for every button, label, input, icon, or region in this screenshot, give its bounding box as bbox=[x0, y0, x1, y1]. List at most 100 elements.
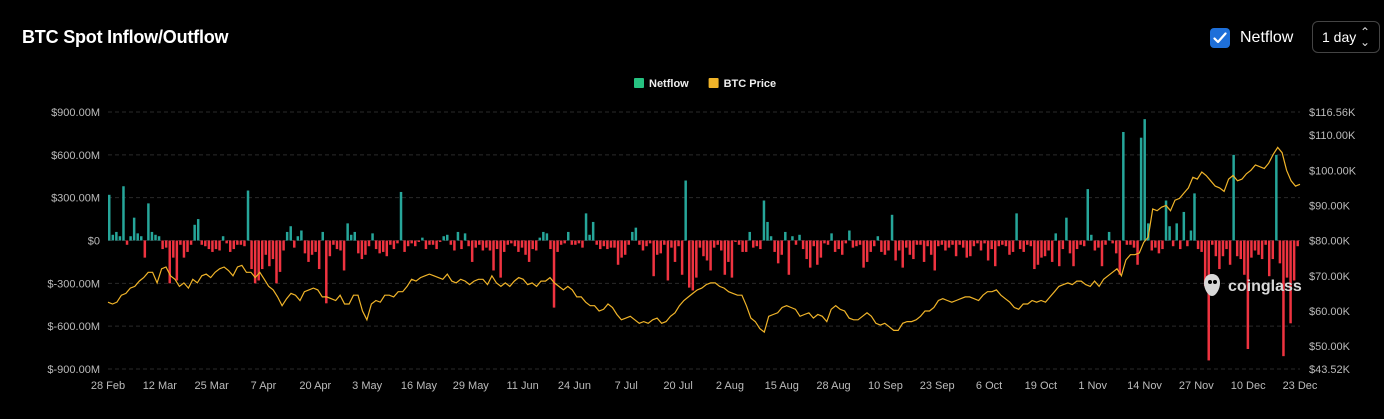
netflow-bar[interactable] bbox=[741, 240, 744, 252]
netflow-bar[interactable] bbox=[819, 240, 823, 258]
netflow-bar[interactable] bbox=[1040, 240, 1043, 258]
netflow-bar[interactable] bbox=[481, 240, 485, 251]
netflow-bar[interactable] bbox=[940, 240, 944, 245]
netflow-bar[interactable] bbox=[1075, 240, 1079, 250]
netflow-bar[interactable] bbox=[1207, 240, 1210, 361]
netflow-bar[interactable] bbox=[342, 240, 346, 271]
netflow-bar[interactable] bbox=[552, 240, 556, 308]
netflow-bar[interactable] bbox=[1282, 240, 1285, 357]
netflow-bar[interactable] bbox=[915, 240, 919, 245]
netflow-bar[interactable] bbox=[1285, 240, 1289, 278]
netflow-bar[interactable] bbox=[136, 233, 139, 241]
netflow-bar[interactable] bbox=[1033, 240, 1036, 270]
netflow-bar[interactable] bbox=[663, 240, 666, 245]
netflow-bar[interactable] bbox=[897, 240, 901, 251]
netflow-bar[interactable] bbox=[339, 240, 342, 251]
netflow-bar[interactable] bbox=[712, 240, 716, 248]
netflow-bar[interactable] bbox=[602, 240, 606, 247]
netflow-bar[interactable] bbox=[609, 240, 613, 248]
netflow-bar[interactable] bbox=[1107, 231, 1111, 241]
netflow-bar[interactable] bbox=[410, 240, 413, 244]
netflow-bar[interactable] bbox=[734, 240, 737, 242]
netflow-bar[interactable] bbox=[246, 190, 250, 241]
netflow-bar[interactable] bbox=[122, 186, 125, 241]
netflow-bar[interactable] bbox=[887, 240, 890, 251]
netflow-bar[interactable] bbox=[755, 240, 759, 247]
netflow-bar[interactable] bbox=[431, 240, 435, 245]
netflow-bar[interactable] bbox=[1296, 240, 1299, 247]
netflow-bar[interactable] bbox=[773, 240, 776, 252]
netflow-bar[interactable] bbox=[723, 240, 727, 275]
netflow-bar[interactable] bbox=[1061, 240, 1065, 250]
netflow-bar[interactable] bbox=[111, 234, 115, 241]
netflow-bar[interactable] bbox=[919, 240, 922, 245]
netflow-bar[interactable] bbox=[1225, 240, 1228, 250]
netflow-bar[interactable] bbox=[901, 240, 904, 268]
netflow-bar[interactable] bbox=[1100, 240, 1104, 267]
netflow-bar[interactable] bbox=[534, 240, 538, 251]
netflow-bar[interactable] bbox=[268, 240, 271, 267]
netflow-bar[interactable] bbox=[748, 231, 751, 241]
netflow-bar[interactable] bbox=[1129, 240, 1132, 245]
netflow-bar[interactable] bbox=[527, 240, 531, 262]
netflow-bar[interactable] bbox=[563, 240, 566, 244]
netflow-bar[interactable] bbox=[168, 240, 171, 284]
netflow-bar[interactable] bbox=[374, 240, 378, 250]
netflow-bar[interactable] bbox=[449, 240, 453, 245]
netflow-bar[interactable] bbox=[623, 240, 627, 255]
netflow-bar[interactable] bbox=[264, 240, 268, 255]
netflow-bar[interactable] bbox=[830, 233, 833, 241]
netflow-bar[interactable] bbox=[687, 240, 691, 288]
netflow-bar[interactable] bbox=[1147, 223, 1150, 241]
netflow-bar[interactable] bbox=[495, 240, 499, 250]
netflow-bar[interactable] bbox=[1275, 154, 1278, 241]
netflow-bar[interactable] bbox=[531, 240, 534, 250]
netflow-bar[interactable] bbox=[720, 240, 723, 251]
netflow-bar[interactable] bbox=[282, 240, 285, 251]
netflow-bar[interactable] bbox=[456, 231, 460, 241]
netflow-bar[interactable] bbox=[1196, 240, 1200, 250]
netflow-bar[interactable] bbox=[1090, 234, 1093, 241]
netflow-bar[interactable] bbox=[218, 240, 221, 251]
netflow-bar[interactable] bbox=[225, 240, 228, 244]
netflow-bar[interactable] bbox=[993, 240, 997, 267]
netflow-bar[interactable] bbox=[638, 240, 641, 245]
netflow-bar[interactable] bbox=[876, 236, 880, 241]
netflow-bar[interactable] bbox=[798, 234, 801, 241]
netflow-bar[interactable] bbox=[833, 240, 837, 252]
netflow-bar[interactable] bbox=[360, 240, 364, 260]
netflow-bar[interactable] bbox=[976, 240, 979, 244]
netflow-bar[interactable] bbox=[285, 231, 289, 241]
netflow-bar[interactable] bbox=[794, 240, 798, 245]
netflow-bar[interactable] bbox=[1186, 240, 1189, 247]
netflow-bar[interactable] bbox=[894, 240, 897, 261]
netflow-bar[interactable] bbox=[947, 240, 951, 248]
netflow-bar[interactable] bbox=[129, 236, 132, 241]
netflow-bar[interactable] bbox=[524, 240, 527, 255]
netflow-bar[interactable] bbox=[453, 240, 456, 251]
interval-select[interactable]: 1 day ⌃ ⌄ bbox=[1312, 21, 1380, 53]
netflow-checkbox-label[interactable]: Netflow bbox=[1240, 29, 1294, 46]
netflow-bar[interactable] bbox=[140, 236, 143, 241]
netflow-bar[interactable] bbox=[303, 240, 307, 254]
netflow-bar[interactable] bbox=[1239, 240, 1242, 260]
netflow-bar[interactable] bbox=[1228, 240, 1232, 265]
netflow-bar[interactable] bbox=[438, 240, 442, 242]
netflow-bar[interactable] bbox=[1118, 240, 1122, 275]
legend-label[interactable]: BTC Price bbox=[724, 78, 777, 90]
netflow-bar[interactable] bbox=[1211, 240, 1214, 245]
netflow-bar[interactable] bbox=[990, 240, 993, 250]
netflow-bar[interactable] bbox=[1004, 240, 1008, 247]
netflow-bar[interactable] bbox=[1043, 240, 1047, 257]
netflow-bar[interactable] bbox=[1097, 240, 1100, 248]
netflow-bar[interactable] bbox=[1018, 240, 1022, 250]
netflow-bar[interactable] bbox=[132, 217, 136, 241]
netflow-bar[interactable] bbox=[922, 240, 926, 262]
netflow-bar[interactable] bbox=[435, 240, 438, 250]
netflow-bar[interactable] bbox=[1257, 240, 1260, 255]
netflow-bar[interactable] bbox=[157, 236, 161, 241]
netflow-bar[interactable] bbox=[862, 240, 865, 268]
netflow-bar[interactable] bbox=[716, 240, 719, 245]
netflow-bar[interactable] bbox=[317, 240, 321, 270]
netflow-bar[interactable] bbox=[591, 221, 595, 241]
